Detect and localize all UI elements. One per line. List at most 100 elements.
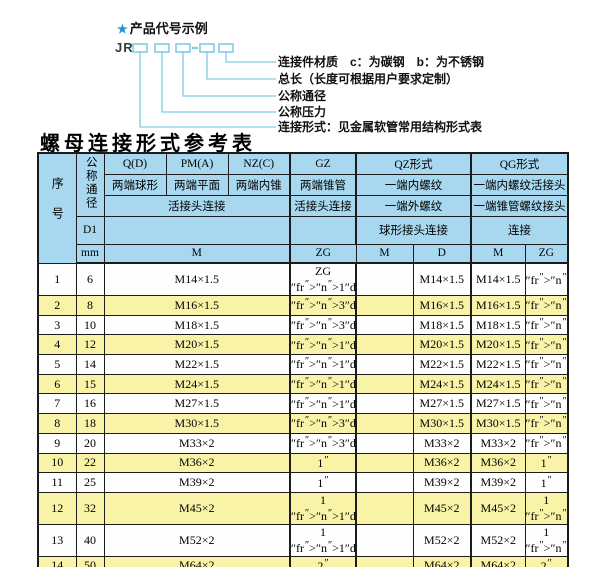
- code-leader-lines: [132, 43, 276, 128]
- cell-m: M30×1.5: [103, 413, 291, 434]
- cell-qz-m: [355, 354, 414, 375]
- cell-qz-m: [355, 314, 414, 336]
- cell-serial: 6: [37, 373, 77, 395]
- code-box: [218, 43, 234, 53]
- cell-gz-zg: ″fr″>″n″>1″d″>2″: [289, 334, 357, 356]
- table-row: 514M22×1.5″fr″>″n″>1″d″>2″M22×1.5M22×1.5…: [37, 354, 569, 375]
- diagram-heading: ★ 产品代号示例: [117, 18, 208, 37]
- cell-qz-d: M36×2: [412, 452, 472, 474]
- cell-gz-zg: 1″: [289, 452, 357, 474]
- cell-serial: 12: [37, 491, 77, 525]
- code-label-connect: 连接形式：见金属软管常用结构形式表: [278, 120, 483, 134]
- cell-m: M14×1.5: [103, 262, 291, 296]
- cell-qg-m: M33×2: [470, 432, 526, 454]
- header-col-pm: PM(A): [165, 152, 229, 175]
- header-q-sub: 两端球形: [103, 173, 167, 196]
- header-nz-sub: 两端内锥: [227, 173, 291, 196]
- cell-qg-zg: ″fr″>″n″>3″d″>4″: [524, 413, 569, 434]
- cell-qg-m: M36×2: [470, 452, 526, 474]
- code-label-length: 总长（长度可根据用户要求定制）: [278, 72, 459, 86]
- table-row: 716M27×1.5″fr″>″n″>1″d″>2″M27×1.5M27×1.5…: [37, 393, 569, 415]
- header-serial: 序号: [37, 152, 77, 264]
- header-qg-m: M: [470, 243, 526, 264]
- cell-m: M52×2: [103, 523, 291, 557]
- cell-dn-mm: 14: [75, 354, 105, 375]
- cell-serial: 3: [37, 314, 77, 336]
- header-gz-union: 活接头连接: [289, 194, 357, 217]
- cell-qz-d: M33×2: [412, 432, 472, 454]
- cell-qg-zg: 2″: [524, 555, 569, 567]
- cell-dn-mm: 18: [75, 413, 105, 434]
- cell-qg-m: M27×1.5: [470, 393, 526, 415]
- cell-qz-m: [355, 452, 414, 474]
- star-icon: ★: [117, 22, 128, 36]
- cell-serial: 8: [37, 413, 77, 434]
- header-qz-sub2: 一端外螺纹: [355, 194, 472, 217]
- cell-qg-zg: 1 ″fr″>″n″>1″d″>2″: [524, 523, 569, 557]
- header-qz-sub3: 球形接头连接: [355, 215, 472, 245]
- cell-gz-zg: 1 ″fr″>″n″>1″d″>2″: [289, 523, 357, 557]
- cell-dn-mm: 32: [75, 491, 105, 525]
- cell-qz-m: [355, 373, 414, 395]
- header-empty-gz: [289, 215, 357, 245]
- code-box: [199, 43, 215, 53]
- cell-dn-mm: 20: [75, 432, 105, 454]
- header-qg-sub3: 连接: [470, 215, 569, 245]
- code-box: [154, 43, 170, 53]
- cell-qg-zg: ″fr″>″n″>1″d″>2″: [524, 373, 569, 395]
- cell-serial: 9: [37, 432, 77, 454]
- cell-dn-mm: 25: [75, 472, 105, 493]
- cell-m: M20×1.5: [103, 334, 291, 356]
- cell-serial: 7: [37, 393, 77, 415]
- cell-m: M16×1.5: [103, 295, 291, 316]
- header-nominal-diameter: 公称通径: [75, 152, 105, 217]
- header-gz-sub: 两端锥管: [289, 173, 357, 196]
- cell-serial: 1: [37, 262, 77, 296]
- header-pm-sub: 两端平面: [165, 173, 229, 196]
- cell-qz-m: [355, 432, 414, 454]
- cell-dn-mm: 6: [75, 262, 105, 296]
- header-col-q: Q(D): [103, 152, 167, 175]
- nut-connection-table: 序号 公称通径 Q(D) PM(A) NZ(C) GZ QZ形式 QG形式 两端…: [37, 152, 569, 567]
- cell-gz-zg: ″fr″>″n″>1″d″>2″: [289, 393, 357, 415]
- cell-dn-mm: 40: [75, 523, 105, 557]
- cell-qg-zg: 1″: [524, 452, 569, 474]
- cell-qz-d: M27×1.5: [412, 393, 472, 415]
- header-empty-span: [103, 215, 291, 245]
- cell-serial: 14: [37, 555, 77, 567]
- cell-qz-m: [355, 555, 414, 567]
- cell-dn-mm: 10: [75, 314, 105, 336]
- cell-qz-m: [355, 262, 414, 296]
- cell-qz-d: M14×1.5: [412, 262, 472, 296]
- header-qz-m: M: [355, 243, 414, 264]
- cell-qz-d: M64×2: [412, 555, 472, 567]
- cell-qz-d: M39×2: [412, 472, 472, 493]
- header-d1: D1: [75, 215, 105, 245]
- cell-qz-m: [355, 393, 414, 415]
- cell-qz-m: [355, 295, 414, 316]
- cell-m: M39×2: [103, 472, 291, 493]
- leader-line: [139, 52, 276, 128]
- cell-m: M45×2: [103, 491, 291, 525]
- cell-qg-zg: ″fr″>″n″>1″d″>2″: [524, 334, 569, 356]
- cell-qz-m: [355, 491, 414, 525]
- table-row: 11 25 M39×2 1″ M39×2 M39×2 1″: [37, 472, 569, 493]
- cell-gz-zg: ″fr″>″n″>3″d″>4″: [289, 432, 357, 454]
- cell-serial: 2: [37, 295, 77, 316]
- header-col-gz: GZ: [289, 152, 357, 175]
- header-m-span: M: [103, 243, 291, 264]
- cell-qg-zg: ″fr″>″n″>1″d″>2″: [524, 354, 569, 375]
- cell-qg-zg: ″fr″>″n″>1″d″>2″: [524, 393, 569, 415]
- cell-gz-zg: 1″: [289, 472, 357, 493]
- header-col-qg: QG形式: [470, 152, 569, 175]
- cell-m: M33×2: [103, 432, 291, 454]
- table-row: 920M33×2″fr″>″n″>3″d″>4″M33×2M33×2″fr″>″…: [37, 432, 569, 454]
- code-label-material: 连接件材质 c：为碳钢 b：为不锈钢: [278, 55, 485, 69]
- cell-qg-zg: ″fr″>″n″>3″d″>4″: [524, 432, 569, 454]
- cell-serial: 11: [37, 472, 77, 493]
- cell-m: M24×1.5: [103, 373, 291, 395]
- cell-qg-zg: 1 ″fr″>″n″>1″d″>4″: [524, 491, 569, 525]
- cell-m: M64×2: [103, 555, 291, 567]
